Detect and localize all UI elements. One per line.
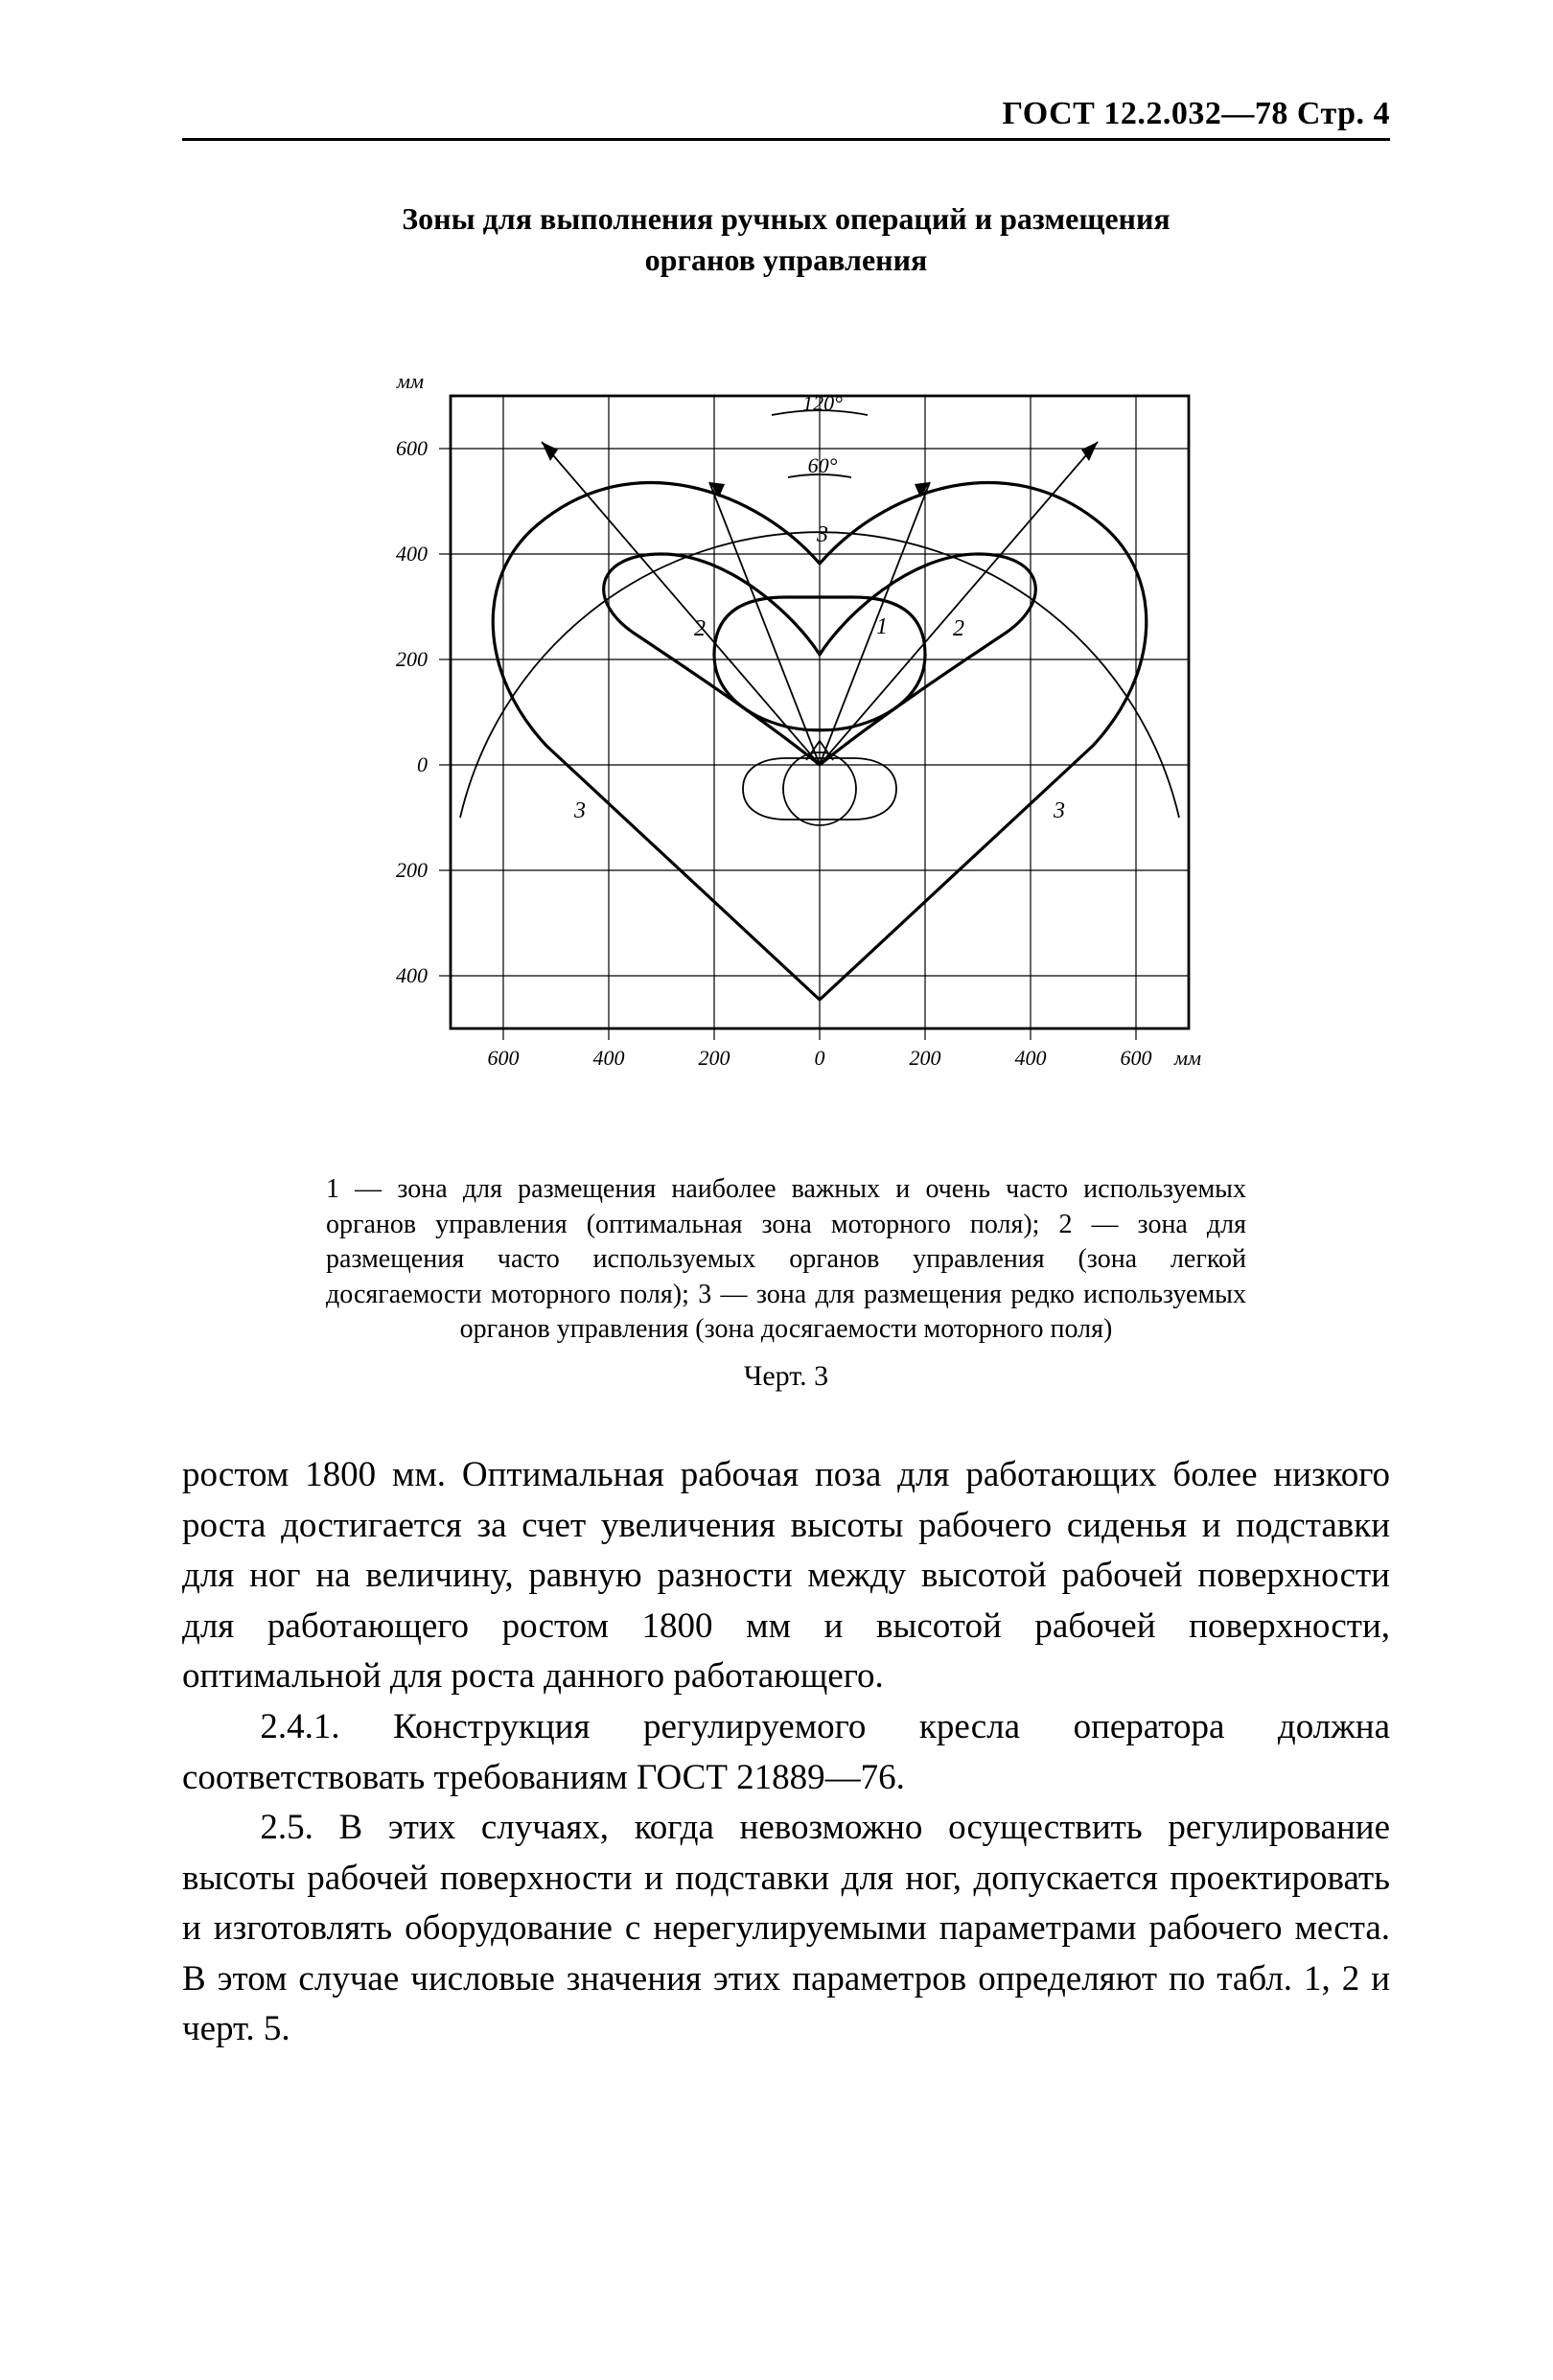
zone-3-label-top: 3: [816, 522, 828, 547]
body-text: ростом 1800 мм. Оптимальная рабочая поза…: [182, 1450, 1390, 2054]
document-page: ГОСТ 12.2.032—78 Стр. 4 Зоны для выполне…: [0, 0, 1553, 2380]
x-tick-n400: 400: [593, 1046, 625, 1070]
zone-3-label-left: 3: [573, 798, 586, 823]
figure-number: Черт. 3: [182, 1360, 1390, 1393]
figure-legend: 1 — зона для размещения наиболее важных …: [326, 1172, 1246, 1347]
angle-120-label: 120°: [802, 391, 843, 415]
x-tick-0: 0: [815, 1046, 825, 1070]
paragraph-3: 2.5. В этих случаях, когда невозможно ос…: [182, 1803, 1390, 2055]
figure-title-line1: Зоны для выполнения ручных операций и ра…: [402, 201, 1170, 236]
angle-60-label: 60°: [808, 453, 838, 477]
x-tick-400: 400: [1015, 1046, 1047, 1070]
zone-2-label-right: 2: [953, 616, 964, 641]
x-tick-n200: 200: [699, 1046, 730, 1070]
y-tick-n200: 200: [396, 858, 428, 882]
y-tick-400: 400: [396, 542, 428, 566]
x-tick-200: 200: [910, 1046, 941, 1070]
paragraph-1: ростом 1800 мм. Оптимальная рабочая поза…: [182, 1450, 1390, 1702]
figure-title-line2: органов управления: [645, 243, 928, 277]
x-tick-600: 600: [1121, 1046, 1152, 1070]
y-tick-200: 200: [396, 647, 428, 671]
figure: 120° 60° 1 2 2 3 3 3: [182, 338, 1390, 1124]
y-tick-0: 0: [417, 752, 428, 776]
zone-3-label-right: 3: [1053, 798, 1065, 823]
zone-2-label-left: 2: [694, 616, 706, 641]
x-axis-unit: мм: [1173, 1046, 1201, 1070]
x-tick-n600: 600: [488, 1046, 520, 1070]
figure-title: Зоны для выполнения ручных операций и ра…: [307, 198, 1265, 281]
zone-1-label: 1: [876, 614, 888, 639]
y-tick-600: 600: [396, 436, 428, 460]
paragraph-2: 2.4.1. Конструкция регулируемого кресла …: [182, 1702, 1390, 1803]
page-header: ГОСТ 12.2.032—78 Стр. 4: [182, 96, 1390, 141]
y-axis-unit: мм: [396, 369, 424, 393]
y-tick-n400: 400: [396, 963, 428, 987]
zones-diagram: 120° 60° 1 2 2 3 3 3: [345, 338, 1227, 1124]
